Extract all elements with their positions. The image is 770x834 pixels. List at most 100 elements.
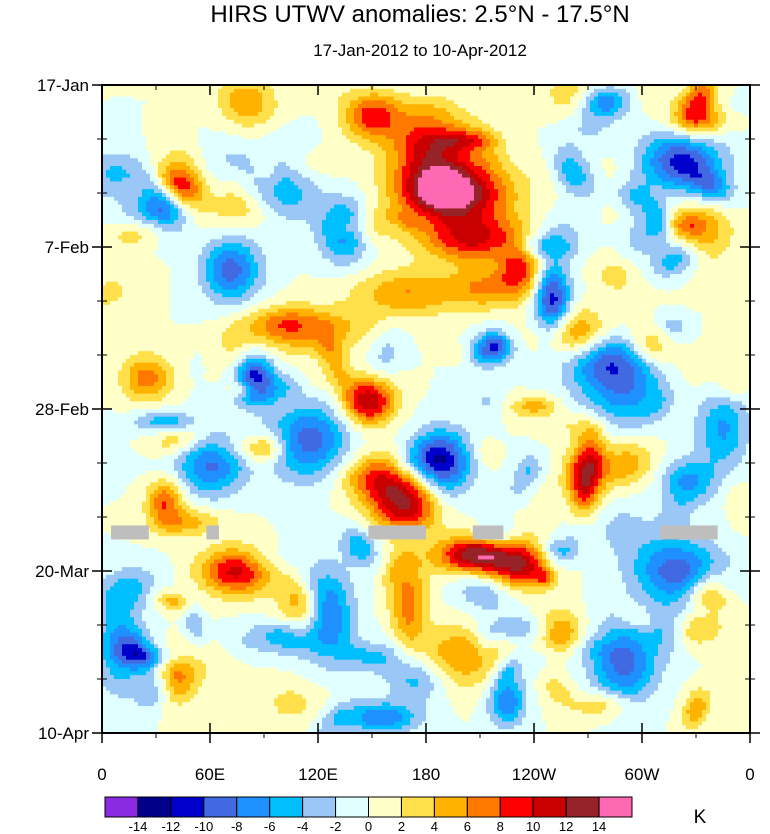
heat-cell	[510, 104, 515, 108]
heat-cell	[150, 147, 155, 151]
heat-cell	[354, 124, 359, 128]
heat-cell	[318, 201, 323, 205]
heat-cell	[482, 185, 487, 189]
heat-cell	[134, 166, 139, 170]
heat-cell	[106, 93, 111, 97]
heat-cell	[194, 108, 199, 112]
heat-cell	[378, 112, 383, 116]
heat-cell	[230, 143, 235, 147]
heat-cell	[598, 158, 603, 162]
heat-cell	[538, 127, 543, 131]
heat-cell	[358, 178, 363, 182]
heat-cell	[170, 154, 175, 158]
heat-cell	[434, 162, 439, 166]
heat-cell	[114, 120, 119, 124]
heat-cell	[470, 170, 475, 174]
heat-cell	[166, 147, 171, 151]
heat-cell	[510, 193, 515, 197]
heat-cell	[518, 116, 523, 120]
heat-cell	[210, 108, 215, 112]
heat-cell	[550, 201, 555, 205]
heat-cell	[610, 201, 615, 205]
heat-cell	[242, 100, 247, 104]
heat-cell	[630, 193, 635, 197]
heat-cell	[186, 124, 191, 128]
heat-cell	[306, 197, 311, 201]
heat-cell	[446, 147, 451, 151]
heat-cell	[490, 143, 495, 147]
heat-cell	[114, 124, 119, 128]
heat-cell	[298, 124, 303, 128]
heat-cell	[706, 197, 711, 201]
heat-cell	[130, 104, 135, 108]
heat-cell	[638, 104, 643, 108]
heat-cell	[398, 139, 403, 143]
heat-cell	[562, 189, 567, 193]
heat-cell	[522, 151, 527, 155]
heat-cell	[518, 120, 523, 124]
heat-cell	[518, 193, 523, 197]
heat-cell	[118, 154, 123, 158]
heat-cell	[634, 193, 639, 197]
heat-cell	[222, 135, 227, 139]
heat-cell	[226, 89, 231, 93]
heat-cell	[666, 124, 671, 128]
heat-cell	[110, 143, 115, 147]
heat-cell	[118, 166, 123, 170]
heat-cell	[534, 166, 539, 170]
heat-cell	[570, 201, 575, 205]
heat-cell	[258, 120, 263, 124]
heat-cell	[138, 120, 143, 124]
heat-cell	[502, 166, 507, 170]
heat-cell	[742, 127, 747, 131]
heat-cell	[562, 131, 567, 135]
heat-cell	[686, 127, 691, 131]
heat-cell	[458, 139, 463, 143]
heat-cell	[486, 116, 491, 120]
heat-cell	[642, 174, 647, 178]
heat-cell	[726, 162, 731, 166]
heat-cell	[130, 108, 135, 112]
heat-cell	[370, 124, 375, 128]
heat-cell	[562, 89, 567, 93]
heat-cell	[346, 170, 351, 174]
heat-cell	[418, 97, 423, 101]
heat-cell	[202, 178, 207, 182]
heat-cell	[518, 139, 523, 143]
heat-cell	[466, 201, 471, 205]
heat-cell	[654, 97, 659, 101]
heat-cell	[418, 127, 423, 131]
heat-cell	[714, 104, 719, 108]
heat-cell	[130, 93, 135, 97]
heat-cell	[454, 116, 459, 120]
heat-cell	[198, 166, 203, 170]
heat-cell	[330, 181, 335, 185]
heat-cell	[570, 112, 575, 116]
heat-cell	[630, 116, 635, 120]
heat-cell	[662, 139, 667, 143]
heat-cell	[310, 185, 315, 189]
heat-cell	[502, 97, 507, 101]
heat-cell	[710, 127, 715, 131]
heat-cell	[514, 116, 519, 120]
heat-cell	[226, 100, 231, 104]
heat-cell	[714, 135, 719, 139]
heat-cell	[642, 193, 647, 197]
heat-cell	[542, 189, 547, 193]
heat-cell	[278, 170, 283, 174]
heat-cell	[658, 143, 663, 147]
heat-cell	[150, 143, 155, 147]
heat-cell	[106, 147, 111, 151]
heat-cell	[706, 143, 711, 147]
heat-cell	[110, 93, 115, 97]
heat-cell	[694, 185, 699, 189]
heat-cell	[598, 166, 603, 170]
heat-cell	[226, 185, 231, 189]
heat-cell	[654, 93, 659, 97]
heat-cell	[478, 193, 483, 197]
heat-cell	[690, 120, 695, 124]
heat-cell	[558, 89, 563, 93]
heat-cell	[330, 151, 335, 155]
heat-cell	[270, 151, 275, 155]
heat-cell	[594, 112, 599, 116]
